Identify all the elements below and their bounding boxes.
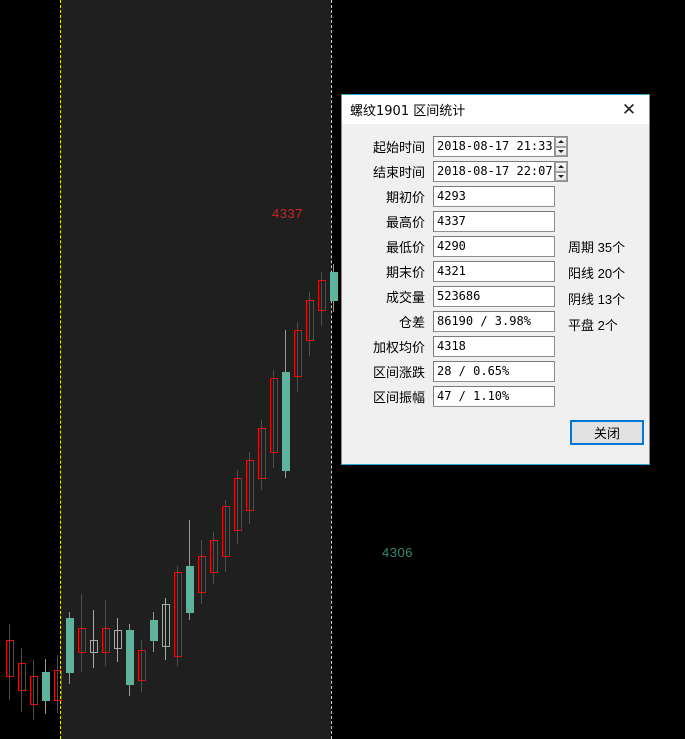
field-row: 期末价 4321	[342, 259, 649, 284]
field-row: 加权均价 4318	[342, 334, 649, 359]
selection-edge-right-handle[interactable]	[331, 0, 332, 739]
stat-label: 阴线	[568, 293, 595, 308]
dialog-title: 螺纹1901 区间统计	[350, 104, 466, 119]
spinner[interactable]	[554, 161, 568, 182]
stat-item: 平盘 2个	[568, 315, 618, 334]
high-price-label: 4337	[272, 206, 303, 221]
stat-item: 周期 35个	[568, 237, 625, 256]
stat-item: 阳线 20个	[568, 263, 625, 282]
field-input[interactable]: 2018-08-17 21:33	[433, 136, 555, 157]
field-input[interactable]: 4293	[433, 186, 555, 207]
stat-item: 阴线 13个	[568, 289, 625, 308]
stat-label: 平盘	[568, 319, 595, 334]
field-row: 成交量 523686	[342, 284, 649, 309]
field-row: 最低价 4290	[342, 234, 649, 259]
field-input[interactable]: 4290	[433, 236, 555, 257]
selection-edge-left-handle[interactable]	[60, 0, 61, 739]
field-label: 期初价	[385, 191, 425, 206]
field-input[interactable]: 2018-08-17 22:07	[433, 161, 555, 182]
field-label: 仓差	[398, 316, 425, 331]
field-input[interactable]: 86190 / 3.98%	[433, 311, 555, 332]
field-input[interactable]: 47 / 1.10%	[433, 386, 555, 407]
field-label: 最高价	[385, 216, 425, 231]
field-label: 成交量	[385, 291, 425, 306]
dialog-body: 起始时间 2018-08-17 21:33 结束时间 2018-08-17 22:07…	[342, 125, 649, 466]
field-row: 区间振幅 47 / 1.10%	[342, 384, 649, 409]
field-row: 起始时间 2018-08-17 21:33	[342, 134, 649, 159]
stat-value: 20个	[594, 266, 626, 281]
spinner[interactable]	[554, 136, 568, 157]
low-price-label: 4306	[382, 545, 413, 560]
range-statistics-dialog: 螺纹1901 区间统计 ✕ 起始时间 2018-08-17 21:33 结束时间 20…	[341, 94, 650, 465]
dialog-title-bar[interactable]: 螺纹1901 区间统计 ✕	[342, 95, 649, 125]
field-label: 起始时间	[372, 141, 425, 156]
field-label: 结束时间	[372, 166, 425, 181]
field-row: 期初价 4293	[342, 184, 649, 209]
stat-value: 35个	[594, 240, 626, 255]
field-label: 期末价	[385, 266, 425, 281]
spinner-down-icon[interactable]	[555, 146, 567, 156]
spinner-up-icon[interactable]	[555, 162, 567, 172]
spinner-down-icon[interactable]	[555, 171, 567, 181]
field-input[interactable]: 4337	[433, 211, 555, 232]
spinner-up-icon[interactable]	[555, 137, 567, 147]
field-row: 仓差 86190 / 3.98%	[342, 309, 649, 334]
stat-label: 阳线	[568, 267, 595, 282]
stat-label: 周期	[568, 241, 595, 256]
field-label: 最低价	[385, 241, 425, 256]
field-input[interactable]: 28 / 0.65%	[433, 361, 555, 382]
field-label: 区间涨跌	[372, 366, 425, 381]
close-button[interactable]: 关闭	[570, 420, 644, 445]
field-label: 区间振幅	[372, 391, 425, 406]
field-row: 区间涨跌 28 / 0.65%	[342, 359, 649, 384]
field-row: 结束时间 2018-08-17 22:07	[342, 159, 649, 184]
field-input[interactable]: 523686	[433, 286, 555, 307]
field-input[interactable]: 4321	[433, 261, 555, 282]
stat-value: 13个	[594, 292, 626, 307]
stat-value: 2个	[594, 318, 618, 333]
field-input[interactable]: 4318	[433, 336, 555, 357]
field-label: 加权均价	[372, 341, 425, 356]
field-row: 最高价 4337	[342, 209, 649, 234]
close-icon[interactable]: ✕	[621, 100, 637, 119]
